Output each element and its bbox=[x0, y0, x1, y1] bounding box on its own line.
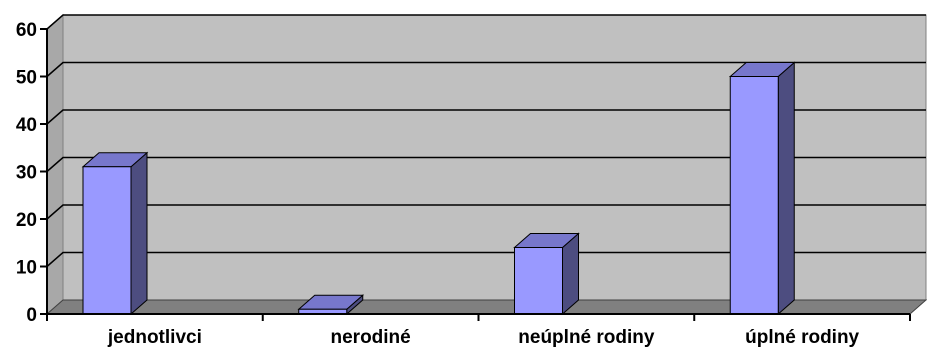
x-category-labels: jednotlivci nerodiné neúplné rodiny úplné r… bbox=[107, 327, 860, 348]
y-tick-label: 20 bbox=[16, 210, 37, 231]
bar bbox=[297, 294, 365, 316]
bar bbox=[728, 61, 796, 316]
gridline bbox=[46, 156, 926, 173]
x-category-label: úplné rodiny bbox=[745, 327, 859, 348]
bar-front bbox=[514, 247, 563, 315]
floor bbox=[45, 299, 927, 315]
y-tick-label: 60 bbox=[16, 20, 37, 41]
axes bbox=[40, 28, 911, 321]
y-tick-labels: 0 10 20 30 40 50 60 bbox=[16, 20, 37, 326]
bars bbox=[81, 61, 796, 316]
y-tick-label: 40 bbox=[16, 115, 37, 136]
bar-side bbox=[777, 61, 795, 316]
x-category-label: jednotlivci bbox=[107, 327, 202, 348]
y-tick-label: 10 bbox=[16, 258, 37, 279]
bar-side bbox=[130, 151, 148, 316]
gridline bbox=[46, 109, 926, 125]
y-tick-label: 30 bbox=[16, 163, 37, 184]
gridline bbox=[46, 204, 926, 220]
bar-front bbox=[82, 166, 132, 315]
y-tick-label: 50 bbox=[16, 68, 37, 89]
bar bbox=[513, 232, 580, 316]
y-tick-label: 0 bbox=[26, 305, 37, 326]
bar bbox=[81, 151, 149, 316]
gridline bbox=[46, 61, 926, 78]
x-category-label: nerodiné bbox=[331, 327, 411, 348]
gridline bbox=[46, 14, 926, 30]
gridlines bbox=[46, 14, 926, 268]
gridline bbox=[46, 251, 926, 268]
bar-front bbox=[729, 76, 779, 315]
x-category-label: neúplné rodiny bbox=[518, 327, 655, 348]
